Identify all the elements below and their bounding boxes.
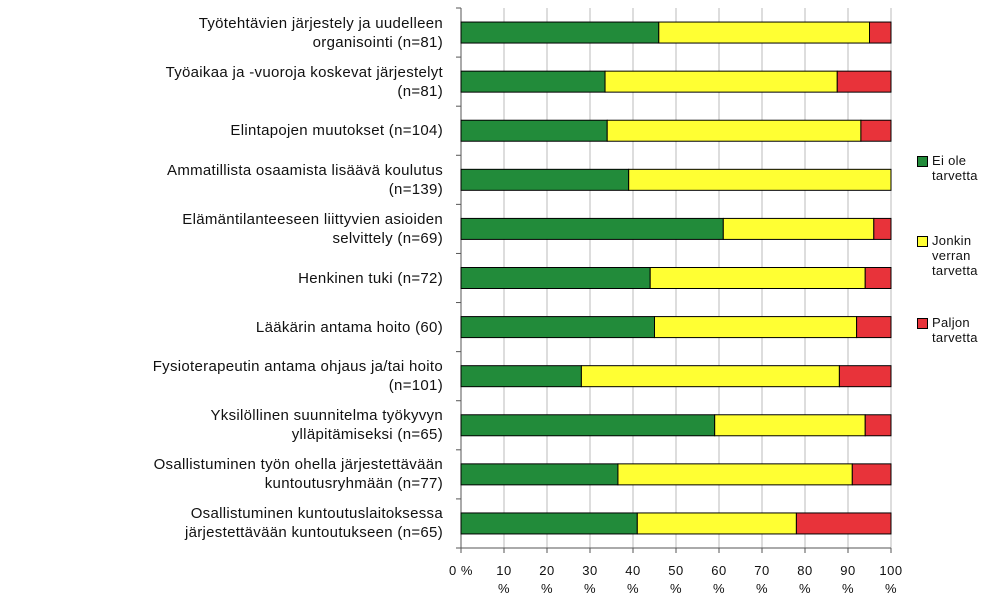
x-tick-label: 60 % xyxy=(711,563,727,596)
bar-segment xyxy=(606,119,862,142)
bar-segment xyxy=(460,512,638,535)
bar-segment xyxy=(851,463,892,486)
bar-segment xyxy=(649,267,866,289)
bar-segment xyxy=(460,267,651,289)
x-tick-label: 100 % xyxy=(879,563,903,596)
bar-segment xyxy=(873,217,892,240)
category-label: Ammatillista osaamista lisäävä koulutus … xyxy=(167,161,443,198)
bar-segment xyxy=(658,21,870,44)
bar-segment xyxy=(460,316,655,339)
bar-segment xyxy=(860,119,892,142)
bar-segment xyxy=(580,365,840,388)
bar-segment xyxy=(460,217,724,240)
bar-segment xyxy=(617,463,853,486)
category-label: Henkinen tuki (n=72) xyxy=(298,269,443,287)
bar-segment xyxy=(460,365,582,388)
bar-segment xyxy=(460,168,630,191)
category-label: Osallistuminen kuntoutuslaitoksessa järj… xyxy=(184,505,443,542)
category-label: Osallistuminen työn ohella järjestettävä… xyxy=(153,456,443,493)
bar-segment xyxy=(869,21,892,44)
bar-segment xyxy=(460,70,606,93)
x-tick-label: 0 % xyxy=(449,563,473,578)
bar-segment xyxy=(628,168,892,191)
bar-segment xyxy=(864,414,892,437)
category-label: Yksilöllinen suunnitelma työkyvyn ylläpi… xyxy=(210,407,443,444)
legend-swatch xyxy=(917,236,928,247)
x-tick-label: 20 % xyxy=(539,563,555,596)
bar-segment xyxy=(460,463,619,486)
legend-label: Jonkin verran tarvetta xyxy=(932,233,978,278)
x-tick-label: 30 % xyxy=(582,563,598,596)
bar-segment xyxy=(795,512,892,535)
bar-segment xyxy=(654,316,858,339)
x-tick-label: 10 % xyxy=(496,563,512,596)
legend-label: Paljon tarvetta xyxy=(932,315,978,345)
category-label: Lääkärin antama hoito (60) xyxy=(255,318,443,336)
legend-label: Ei ole tarvetta xyxy=(932,153,978,183)
x-tick-label: 80 % xyxy=(797,563,813,596)
x-tick-label: 90 % xyxy=(840,563,856,596)
legend-swatch xyxy=(917,318,928,329)
x-tick-label: 50 % xyxy=(668,563,684,596)
bar-segment xyxy=(836,70,892,93)
x-tick-label: 70 % xyxy=(754,563,770,596)
bar-segment xyxy=(460,119,608,142)
category-label: Elintapojen muutokset (n=104) xyxy=(230,122,443,140)
category-label: Työtehtävien järjestely ja uudelleen org… xyxy=(198,14,443,51)
legend-swatch xyxy=(917,156,928,167)
category-label: Fysioterapeutin antama ohjaus ja/tai hoi… xyxy=(152,358,443,395)
category-label: Työaikaa ja -vuoroja koskevat järjestely… xyxy=(165,63,443,100)
bar-segment xyxy=(636,512,797,535)
bar-segment xyxy=(604,70,838,93)
bar-segment xyxy=(856,316,892,339)
category-label: Elämäntilanteeseen liittyvien asioiden s… xyxy=(182,210,443,247)
bar-segment xyxy=(714,414,866,437)
bar-segment xyxy=(460,414,716,437)
bar-segment xyxy=(864,267,892,289)
bar-segment xyxy=(460,21,660,44)
bar-segment xyxy=(838,365,892,388)
x-tick-label: 40 % xyxy=(625,563,641,596)
bar-segment xyxy=(722,217,875,240)
